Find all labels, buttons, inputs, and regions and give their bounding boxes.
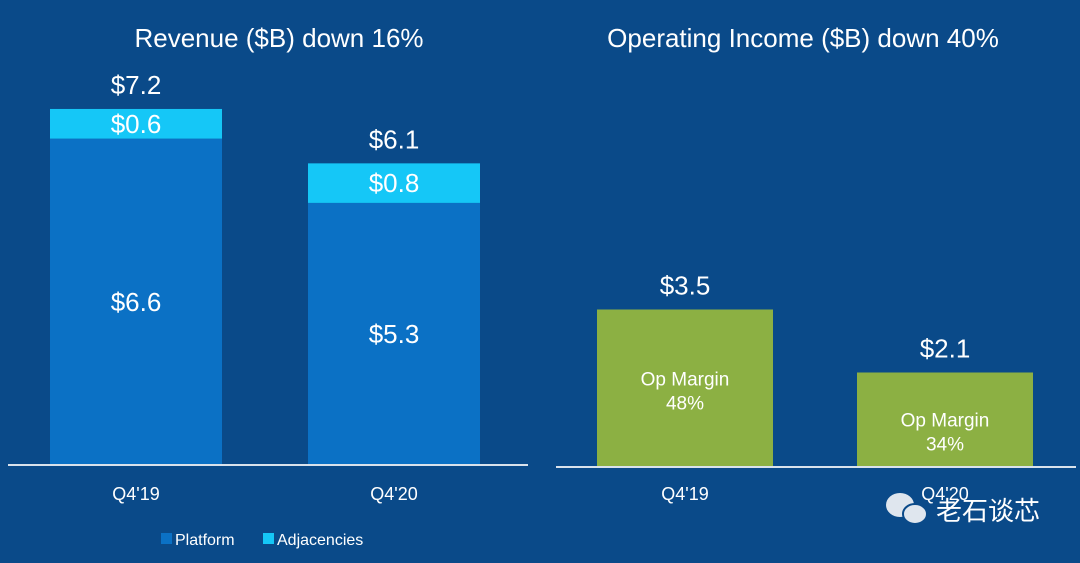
label-total: $6.1: [369, 124, 420, 154]
label-adjacencies: $0.6: [111, 109, 162, 139]
bar-op-income: [597, 309, 773, 467]
label-op-margin: Op Margin: [901, 411, 990, 432]
label-value: $3.5: [660, 271, 711, 301]
legend: Platform Adjacencies: [161, 532, 363, 549]
x-tick-label: Q4'20: [921, 484, 968, 504]
label-adjacencies: $0.8: [369, 168, 420, 198]
label-value: $2.1: [920, 334, 971, 364]
legend-label-adjacencies: Adjacencies: [277, 532, 363, 549]
bar-platform: [50, 138, 222, 465]
legend-swatch-adjacencies: [263, 533, 274, 544]
label-op-margin-value: 48%: [666, 394, 704, 415]
op-income-chart-title: Operating Income ($B) down 40%: [607, 23, 999, 53]
bar-adjacencies: [50, 108, 222, 139]
label-total: $7.2: [111, 70, 162, 100]
x-tick-label: Q4'19: [112, 484, 159, 504]
watermark-text: 老石谈芯: [936, 496, 1040, 526]
revenue-chart-title: Revenue ($B) down 16%: [134, 23, 423, 53]
x-tick-label: Q4'19: [661, 484, 708, 504]
bar-adjacencies: [308, 163, 480, 203]
label-platform: $6.6: [111, 287, 162, 317]
bar-platform: [308, 202, 480, 466]
watermark: 老石谈芯: [886, 493, 1040, 526]
label-op-margin: Op Margin: [641, 370, 730, 391]
label-platform: $5.3: [369, 319, 420, 349]
label-op-margin-value: 34%: [926, 435, 964, 456]
bar-op-income: [857, 372, 1033, 467]
legend-label-platform: Platform: [175, 532, 235, 549]
x-tick-label: Q4'20: [370, 484, 417, 504]
legend-swatch-platform: [161, 533, 172, 544]
